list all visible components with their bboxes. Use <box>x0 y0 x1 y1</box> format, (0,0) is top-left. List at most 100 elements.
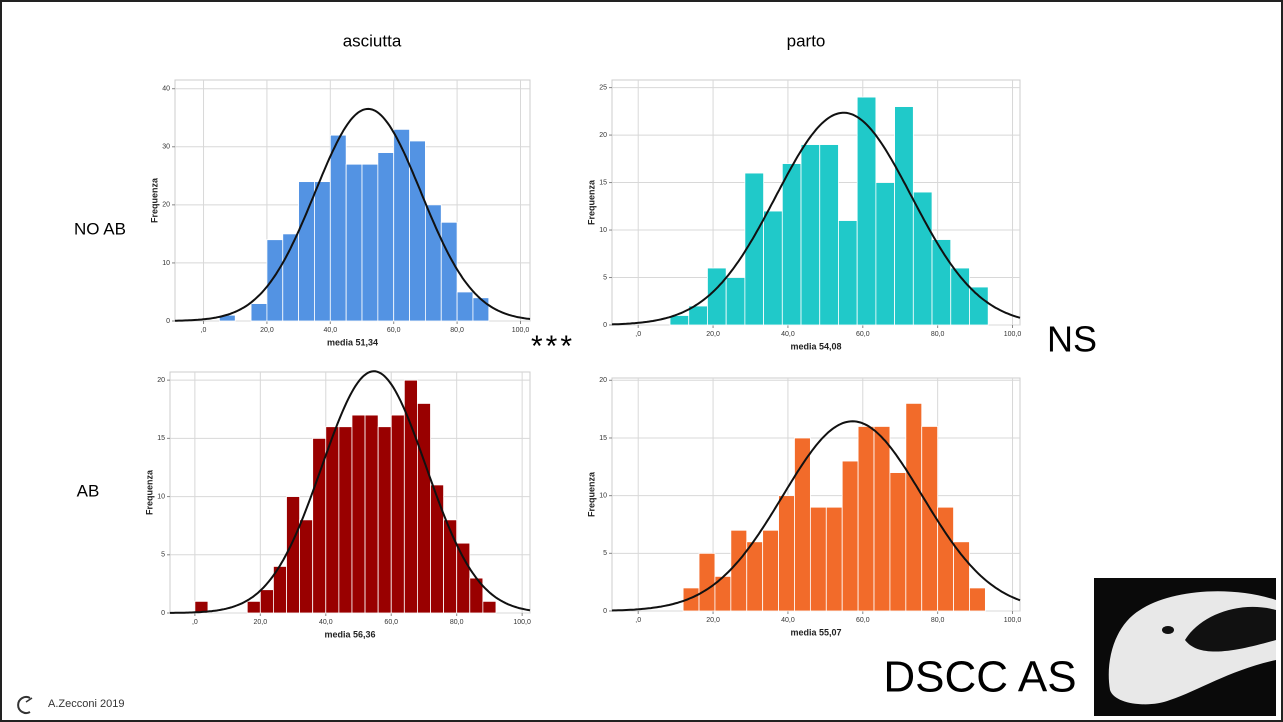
bar <box>746 541 764 612</box>
bar <box>456 542 471 614</box>
y-axis-label: Frequenza <box>144 469 154 515</box>
y-tick-label: 10 <box>162 260 170 267</box>
x-tick-label: 100,0 <box>1004 331 1022 338</box>
x-tick-label: ,0 <box>635 617 641 624</box>
y-tick-label: 5 <box>161 552 165 559</box>
histogram-chart: 0 5 10 15 20 25 ,0 20,0 40,0 60,0 80,0 100,0 media 5… <box>586 79 1022 351</box>
x-tick-label: 60,0 <box>856 331 870 338</box>
bar <box>314 181 331 322</box>
y-tick-label: 20 <box>157 377 165 384</box>
bar <box>894 106 914 326</box>
x-tick-label: 80,0 <box>931 617 945 624</box>
y-tick-label: 25 <box>599 84 607 91</box>
y-tick-label: 30 <box>162 144 170 151</box>
bar <box>819 144 839 326</box>
bar <box>781 163 802 326</box>
x-tick-label: ,0 <box>192 619 198 626</box>
x-axis-label: media 51,34 <box>327 337 378 347</box>
bar <box>969 286 989 326</box>
normal-curve <box>611 111 1021 326</box>
bar <box>299 519 314 614</box>
bar <box>838 220 858 326</box>
bar <box>345 163 363 322</box>
row-label: AB <box>77 481 100 500</box>
bar <box>329 134 347 322</box>
normal-curve <box>170 370 531 614</box>
bar <box>377 426 392 614</box>
bar <box>778 495 795 612</box>
y-tick-label: 40 <box>162 86 170 93</box>
x-tick-label: 60,0 <box>387 327 401 334</box>
bar <box>417 403 431 614</box>
y-tick-label: 5 <box>603 550 607 557</box>
bar <box>312 437 327 614</box>
x-axis-label: media 55,07 <box>790 627 841 637</box>
column-title: parto <box>787 31 826 50</box>
x-tick-label: 20,0 <box>260 327 274 334</box>
x-tick-label: 80,0 <box>450 619 464 626</box>
x-tick-label: 60,0 <box>856 617 870 624</box>
cow-eye <box>1162 626 1174 634</box>
x-tick-label: 80,0 <box>931 331 945 338</box>
bar <box>351 414 366 614</box>
normal-curve <box>611 420 1021 612</box>
cow-patch <box>1185 606 1276 652</box>
y-tick-label: 15 <box>599 435 607 442</box>
bar <box>931 239 952 326</box>
bar <box>953 541 970 612</box>
y-axis-label: Frequenza <box>586 179 596 225</box>
x-tick-label: 40,0 <box>324 327 338 334</box>
x-axis-label: media 56,36 <box>324 629 375 639</box>
y-tick-label: 10 <box>599 227 607 234</box>
bar <box>456 291 474 322</box>
y-axis-label: Frequenza <box>586 471 596 517</box>
y-tick-label: 5 <box>603 274 607 281</box>
bar <box>443 519 458 614</box>
significance-mark: *** <box>531 330 575 363</box>
bar <box>409 140 426 322</box>
x-tick-label: 20,0 <box>706 617 720 624</box>
y-tick-label: 15 <box>157 435 165 442</box>
x-tick-label: 100,0 <box>513 619 531 626</box>
bar <box>390 414 405 614</box>
bar <box>440 221 458 322</box>
y-tick-label: 15 <box>599 179 607 186</box>
bar <box>430 484 445 614</box>
bar <box>246 600 261 614</box>
bar <box>298 181 315 322</box>
x-tick-label: ,0 <box>635 331 641 338</box>
bar <box>250 303 268 322</box>
x-tick-label: 80,0 <box>450 327 464 334</box>
bar <box>338 426 353 614</box>
bar <box>905 402 923 612</box>
y-tick-label: 0 <box>166 318 170 325</box>
badge-text: DSCC AS <box>883 653 1076 702</box>
bar <box>698 552 716 612</box>
x-tick-label: 20,0 <box>706 331 720 338</box>
x-tick-label: 40,0 <box>781 331 795 338</box>
bar <box>873 426 891 612</box>
bar <box>259 589 274 614</box>
logo <box>17 696 33 714</box>
x-tick-label: 40,0 <box>319 619 333 626</box>
normal-curve <box>175 107 531 322</box>
y-tick-label: 10 <box>599 492 607 499</box>
x-tick-label: 100,0 <box>1004 617 1022 624</box>
bar <box>809 506 827 612</box>
x-tick-label: ,0 <box>201 327 207 334</box>
bar <box>825 506 843 612</box>
bar <box>725 277 746 326</box>
bar <box>730 529 748 612</box>
bar <box>763 210 783 326</box>
bar <box>841 460 859 612</box>
column-title: asciutta <box>343 31 402 50</box>
bar <box>266 239 284 322</box>
bar <box>364 414 379 614</box>
bar <box>707 267 727 326</box>
bar <box>744 172 764 326</box>
